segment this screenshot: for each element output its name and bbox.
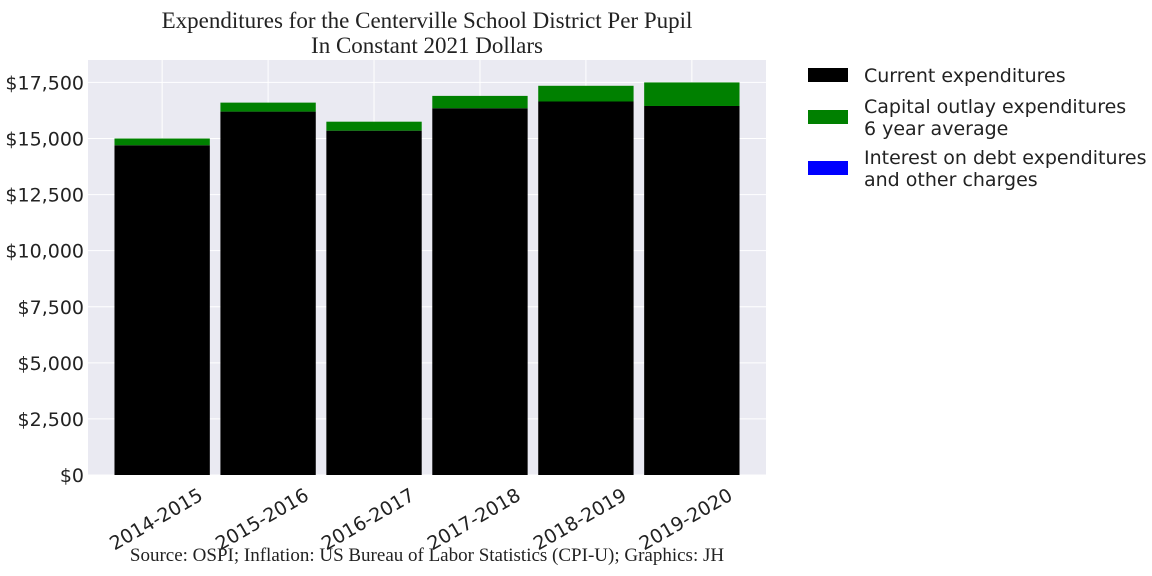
- bar-current: [644, 105, 740, 476]
- legend-swatch: [808, 161, 848, 175]
- legend-label: Interest on debt expenditures: [864, 147, 1146, 169]
- bar-current: [538, 101, 634, 475]
- y-tick-label: $10,000: [5, 241, 84, 263]
- legend-swatch: [808, 68, 848, 82]
- chart-title-line-2: In Constant 2021 Dollars: [311, 33, 543, 58]
- y-tick-label: $17,500: [5, 72, 84, 94]
- y-tick-label: $15,000: [5, 129, 84, 151]
- y-axis: $0 $2,500 $5,000 $7,500 $10,000 $12,500 $15,00…: [5, 72, 84, 487]
- legend-swatch: [808, 110, 848, 124]
- legend-label: Capital outlay expenditures: [864, 96, 1126, 118]
- bar-capital-outlay: [644, 82, 740, 106]
- y-tick-label: $2,500: [18, 409, 84, 431]
- bar-current: [114, 145, 210, 476]
- source-note: Source: OSPI; Inflation: US Bureau of La…: [130, 545, 724, 566]
- chart-title-line-1: Expenditures for the Centerville School …: [162, 8, 693, 33]
- bar-current: [220, 111, 316, 475]
- bar-current: [432, 108, 528, 475]
- legend: Current expenditures Capital outlay expen…: [808, 65, 1146, 191]
- y-tick-label: $5,000: [18, 353, 84, 375]
- bar-capital-outlay: [220, 102, 316, 112]
- bar-capital-outlay: [326, 121, 422, 131]
- bar-capital-outlay: [538, 85, 634, 102]
- bar-capital-outlay: [432, 95, 528, 109]
- legend-label: 6 year average: [864, 118, 1008, 140]
- legend-label: Current expenditures: [864, 65, 1066, 87]
- bar-current: [326, 130, 422, 475]
- bar-capital-outlay: [114, 138, 210, 146]
- legend-label: and other charges: [864, 169, 1038, 191]
- y-tick-label: $0: [60, 465, 84, 487]
- bars: [114, 82, 740, 476]
- y-tick-label: $12,500: [5, 185, 84, 207]
- y-tick-label: $7,500: [18, 297, 84, 319]
